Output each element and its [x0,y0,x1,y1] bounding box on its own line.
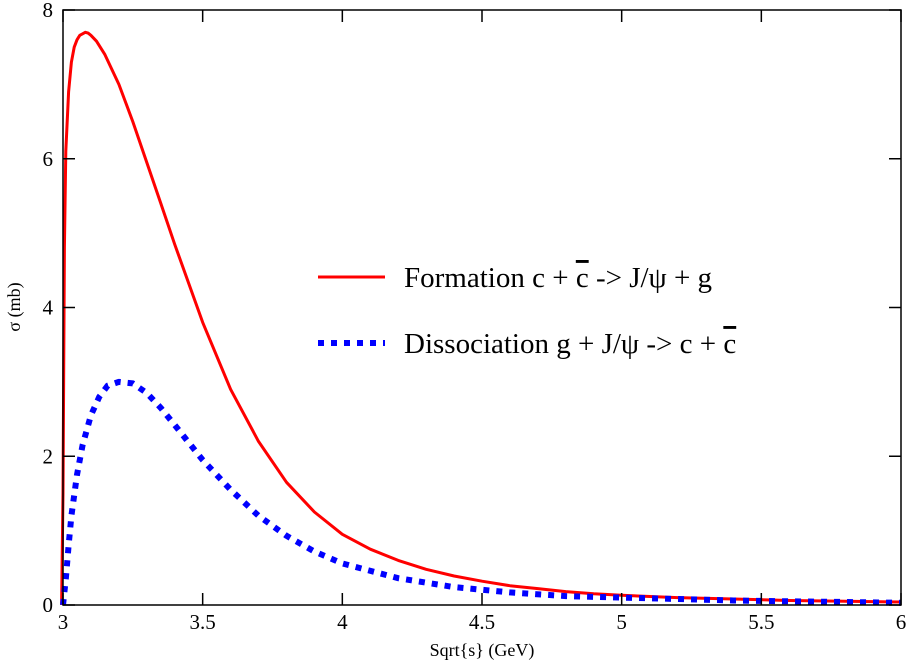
x-tick-label: 5.5 [748,610,774,634]
y-tick-label: 6 [43,147,54,171]
series-line-formation [60,30,902,606]
y-tick-label: 8 [43,0,54,22]
x-axis-title: Sqrt{s} (GeV) [430,640,535,661]
legend-label-dissociation: Dissociation g + J/ψ -> c + c [404,328,736,360]
x-tick-label: 5 [616,610,627,634]
x-tick-label: 6 [896,610,907,634]
x-tick-label: 4.5 [469,610,495,634]
plot-frame [62,9,902,606]
series-line-dissociation [60,378,902,606]
y-tick-label: 4 [43,296,54,320]
y-axis-title: σ (mb) [4,282,25,331]
y-tick-label: 2 [43,444,54,468]
y-tick-label: 0 [43,593,54,617]
x-tick-label: 3 [58,610,69,634]
x-tick-label: 3.5 [190,610,216,634]
legend-label-formation: Formation c + c -> J/ψ + g [404,262,712,294]
x-tick-label: 4 [337,610,348,634]
legend: Formation c + c -> J/ψ + g Dissociation g… [318,262,736,360]
